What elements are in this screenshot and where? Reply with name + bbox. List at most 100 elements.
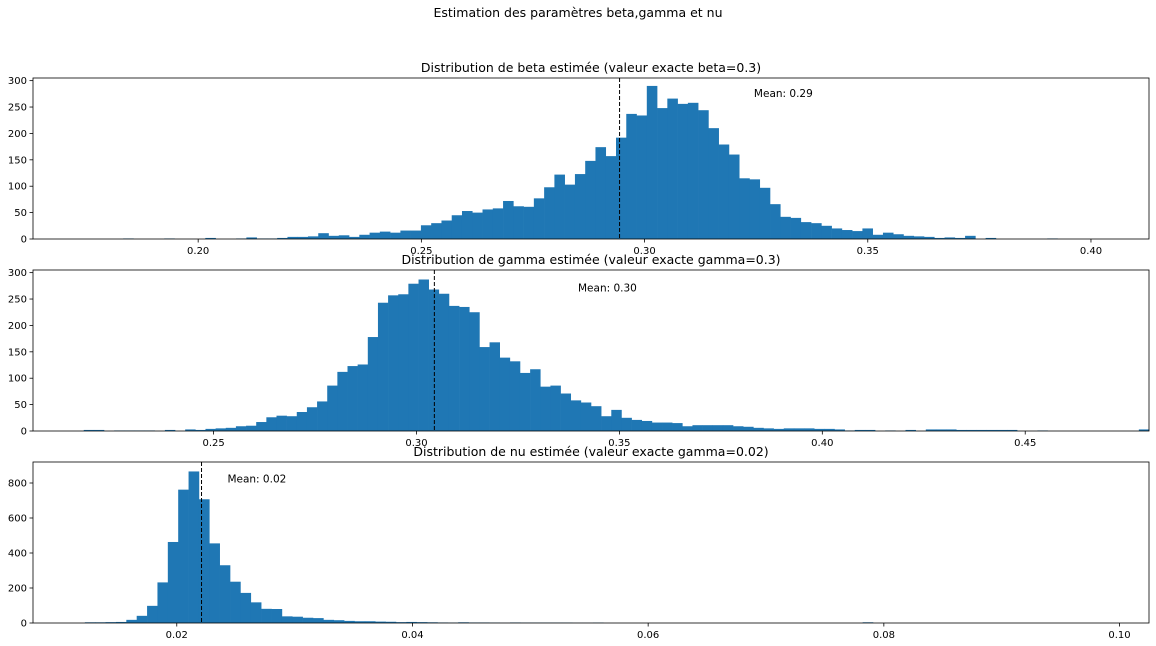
y-tick-label: 250	[8, 103, 27, 114]
histogram-bar	[385, 621, 397, 623]
histogram-bar	[188, 471, 200, 623]
histogram-bar	[770, 204, 781, 239]
y-tick-label: 400	[8, 549, 27, 560]
histogram-bar	[398, 294, 409, 431]
histogram-bar	[296, 412, 308, 431]
histogram-bar	[441, 220, 453, 239]
y-tick-label: 0	[21, 427, 27, 438]
histogram-bar	[544, 187, 555, 239]
histogram-bar	[240, 592, 252, 623]
mean-annotation: Mean: 0.30	[578, 282, 637, 294]
axes-frame	[32, 77, 1150, 240]
histogram-bar	[246, 237, 257, 239]
histogram-bar	[230, 581, 241, 623]
histogram-bar	[824, 428, 835, 431]
histogram-bar	[712, 425, 724, 431]
histogram-bar	[418, 279, 429, 431]
histogram-bar	[708, 128, 719, 239]
histogram-bar	[375, 621, 386, 623]
histogram-bar	[327, 385, 338, 431]
histogram-bar	[519, 372, 531, 431]
histogram-bar	[215, 428, 227, 431]
histogram-bar	[570, 400, 582, 431]
subplot-1: Distribution de beta estimée (valeur exa…	[8, 60, 1150, 257]
histogram-bar	[492, 208, 504, 239]
histogram-bar	[318, 233, 329, 239]
axes-frame	[32, 269, 1150, 432]
histogram-bar	[164, 429, 176, 431]
histogram-bar	[718, 144, 730, 239]
histogram-bar	[749, 179, 761, 239]
histogram-bar	[400, 230, 411, 239]
histogram-bar	[800, 222, 812, 239]
histogram-bar	[560, 393, 572, 431]
histogram-bar	[286, 416, 298, 431]
histogram-bar	[631, 419, 643, 431]
histogram-bar	[235, 426, 247, 431]
histogram-bar	[369, 232, 381, 239]
y-tick-label: 200	[8, 584, 27, 595]
histogram-bar	[924, 236, 935, 239]
histogram-bar	[854, 429, 866, 431]
histogram-bar	[136, 615, 148, 623]
x-tick-label: 0.35	[608, 438, 630, 449]
y-tick-label: 800	[8, 479, 27, 490]
histogram-bar	[698, 110, 709, 239]
y-tick-label: 100	[8, 374, 27, 385]
x-tick-label: 0.40	[811, 438, 833, 449]
histogram-bar	[616, 137, 627, 239]
histogram-bar	[913, 236, 925, 239]
y-tick-label: 0	[21, 235, 27, 246]
histogram-bar	[821, 225, 832, 239]
mean-annotation: Mean: 0.29	[754, 88, 813, 100]
histogram-bar	[406, 621, 418, 623]
histogram-bar	[934, 237, 945, 239]
histogram-bar	[793, 428, 805, 431]
histogram-bar	[682, 426, 693, 431]
histogram-bar	[672, 423, 683, 431]
y-tick-label: 200	[8, 321, 27, 332]
histogram-bar	[743, 426, 754, 431]
histogram-bar	[83, 429, 95, 431]
histogram-bar	[246, 425, 257, 431]
histogram-bar	[377, 302, 389, 431]
histogram-bar	[611, 409, 622, 431]
histogram-bar	[533, 198, 545, 239]
y-tick-label: 200	[8, 129, 27, 140]
histogram-bar	[256, 422, 267, 431]
histogram-bar	[344, 620, 355, 623]
histogram-bar	[773, 428, 785, 431]
histogram-bar	[636, 115, 648, 239]
histogram-bar	[225, 427, 237, 431]
histogram-bar	[667, 98, 678, 239]
histogram-bar	[205, 428, 216, 431]
histogram-bar	[574, 174, 586, 239]
x-tick-label: 0.25	[410, 246, 432, 257]
histogram-bar	[266, 417, 277, 431]
histogram-bar	[347, 366, 358, 431]
histogram-bar	[585, 160, 596, 239]
histogram-bar	[359, 234, 370, 239]
y-tick-label: 50	[14, 208, 27, 219]
histogram-bar	[337, 371, 348, 431]
histogram-bar	[354, 621, 366, 623]
y-tick-label: 600	[8, 514, 27, 525]
histogram-bar	[935, 429, 947, 431]
histogram-bar	[550, 385, 561, 431]
histogram-bar	[379, 231, 391, 239]
figure-suptitle: Estimation des paramètres beta,gamma et …	[433, 5, 723, 20]
histogram-bar	[472, 212, 483, 239]
histogram-bar	[641, 420, 653, 431]
histogram-bar	[954, 237, 966, 239]
histogram-bar	[448, 305, 460, 431]
histogram-bar	[1138, 429, 1150, 431]
histogram-bar	[198, 499, 210, 623]
histogram-bar	[167, 541, 179, 623]
histogram-bar	[503, 200, 514, 239]
x-tick-label: 0.45	[1014, 438, 1036, 449]
histogram-bar	[459, 306, 470, 431]
histogram-bar	[893, 234, 904, 239]
histogram-bar	[261, 608, 272, 623]
histogram-bar	[946, 429, 957, 431]
histogram-bar	[905, 429, 916, 431]
